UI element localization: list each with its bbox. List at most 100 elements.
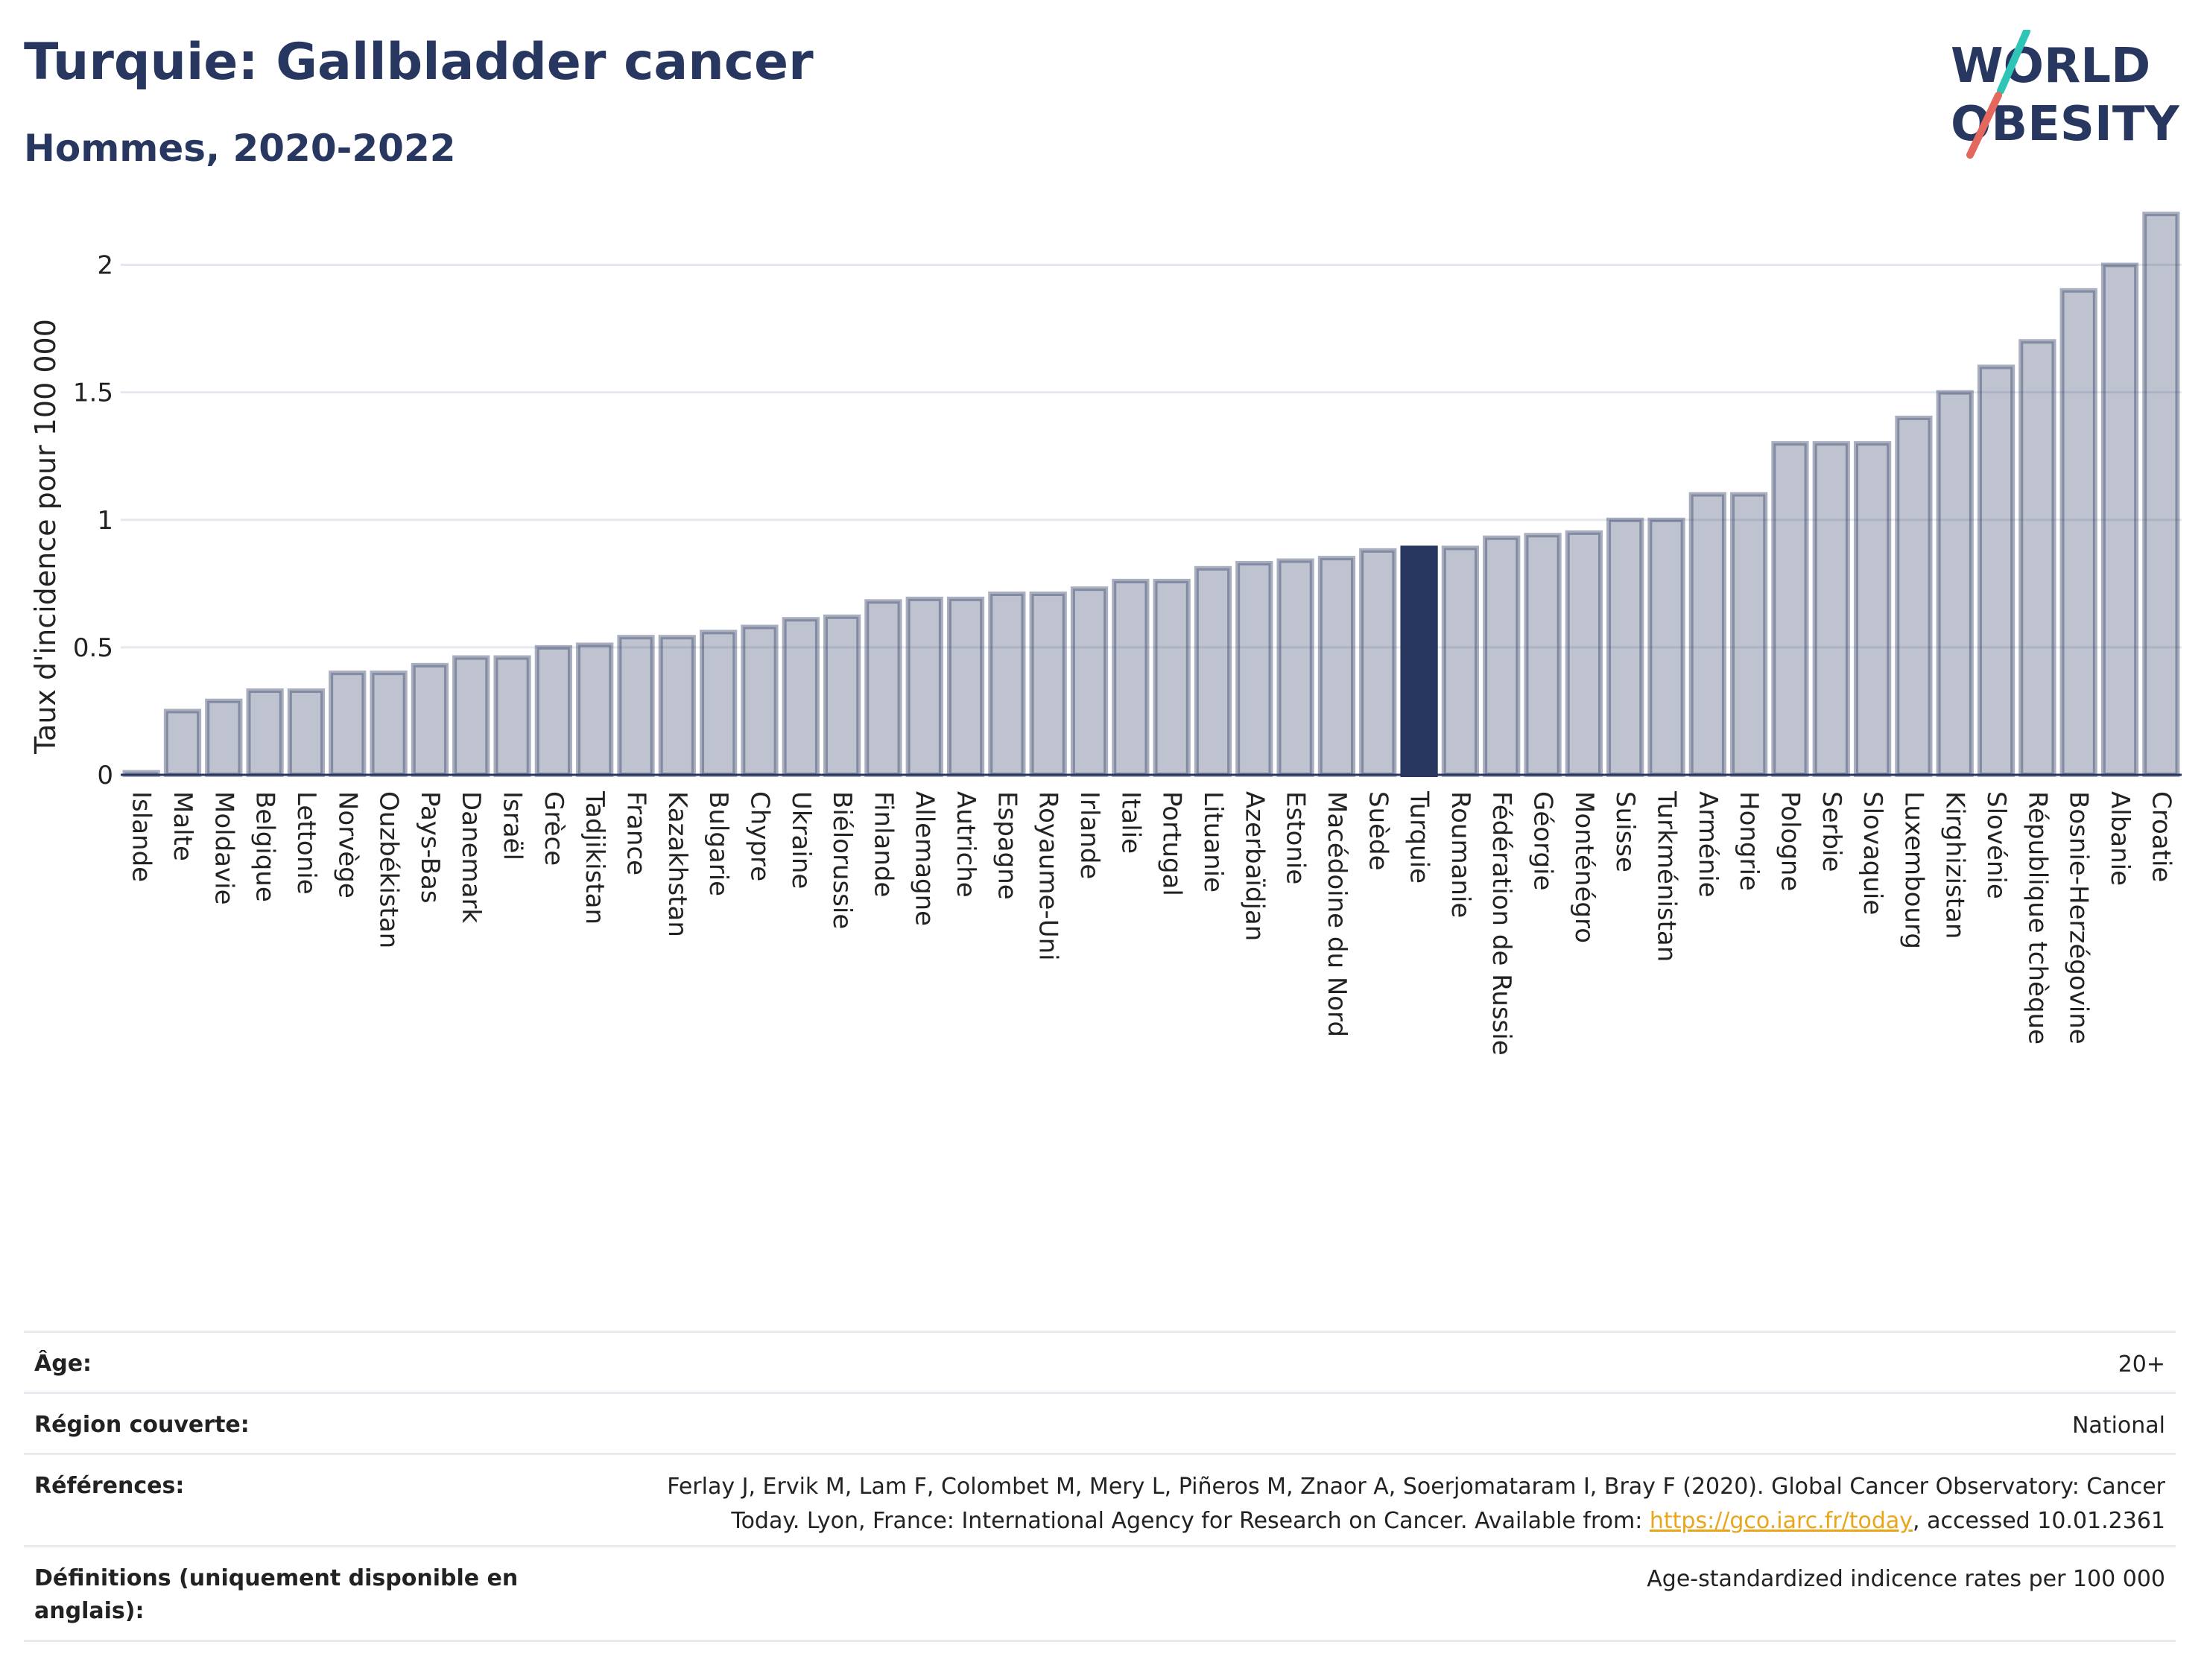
x-tick-label: Slovénie [1981, 791, 2011, 899]
region-label: Région couverte: [34, 1412, 250, 1438]
x-tick-label: Allemagne [910, 791, 940, 926]
bar-france [617, 635, 655, 778]
age-value: 20+ [2118, 1351, 2165, 1378]
bar-arm-nie [1688, 492, 1726, 777]
bar-slov-nie [1977, 364, 2015, 777]
x-tick-label: Ouzbékistan [374, 791, 404, 948]
bar-turquie [1400, 545, 1438, 778]
y-tick-label: 1.5 [73, 378, 113, 408]
bar-portugal [1153, 578, 1191, 778]
bar-allemagne [905, 596, 943, 777]
x-tick-label: Fédération de Russie [1486, 791, 1516, 1056]
bar-irlande [1070, 586, 1109, 778]
x-tick-label: Monténégro [1569, 791, 1599, 943]
x-tick-label: Moldavie [209, 791, 238, 905]
x-tick-label: France [621, 791, 651, 875]
meta-row-references: Références: Ferlay J, Ervik M, Lam F, Co… [24, 1453, 2176, 1547]
x-tick-label: Turquie [1405, 790, 1434, 884]
logo-line2: OBESITY [1951, 97, 2179, 152]
bar-bosnie-herz-govine [2059, 288, 2097, 777]
x-tick-label: Autriche [951, 791, 981, 898]
bar-islande [122, 770, 160, 777]
definitions-label: Définitions (uniquement disponible en an… [34, 1562, 518, 1628]
bar-luxembourg [1895, 415, 1933, 778]
x-tick-label: Irlande [1074, 791, 1104, 879]
bar-chypre [741, 624, 779, 777]
y-axis-label: Taux d'incidence pour 100 000 [29, 319, 62, 755]
meta-row-definitions: Définitions (uniquement disponible en an… [24, 1545, 2176, 1642]
x-tick-label: Lituanie [1198, 791, 1228, 893]
meta-row-region: Région couverte: National [24, 1392, 2176, 1455]
x-tick-label: Tadjikistan [580, 790, 609, 925]
bar-kazakhstan [658, 635, 696, 778]
bar-f-d-ration-de-russie [1483, 535, 1521, 777]
logo-slash-red [1966, 92, 2002, 159]
definitions-label-line1: Définitions (uniquement disponible en [34, 1565, 519, 1591]
bar-albanie [2100, 262, 2139, 777]
bar-espagne [988, 592, 1026, 777]
bar-kirghizistan [1936, 390, 1974, 777]
bar-lituanie [1194, 565, 1232, 777]
bar-malte [163, 709, 202, 778]
references-link[interactable]: https://gco.iarc.fr/today [1649, 1508, 1913, 1534]
x-tick-label: Finlande [868, 791, 898, 897]
bar-bi-lorussie [823, 614, 861, 777]
x-tick-label: Israël [498, 791, 528, 860]
x-tick-label: Géorgie [1528, 791, 1558, 890]
references-line2: Today. Lyon, France: International Agenc… [667, 1504, 2165, 1538]
x-tick-label: Macédoine du Nord [1322, 791, 1352, 1037]
grid-layer [121, 264, 2182, 776]
page-subtitle: Hommes, 2020-2022 [24, 127, 456, 170]
x-tick-label: Suède [1363, 791, 1393, 871]
bar-ouzb-kistan [370, 671, 408, 777]
x-tick-label: Luxembourg [1899, 791, 1928, 949]
bars-layer [122, 212, 2180, 778]
x-tick-label: Ukraine [786, 791, 816, 889]
references-line1: Ferlay J, Ervik M, Lam F, Colombet M, Me… [667, 1474, 2165, 1500]
bar-gr-ce [534, 644, 572, 778]
logo-line1: WORLD [1951, 39, 2150, 94]
x-tick-labels: Islande Malte Moldavie Belgique Lettonie Norv… [127, 790, 2176, 1056]
x-tick-label: Kazakhstan [662, 791, 692, 937]
x-tick-label: Slovaquie [1858, 791, 1887, 915]
x-tick-label: Estonie [1281, 791, 1311, 884]
x-tick-label: Norvège [332, 791, 362, 898]
x-tick-label: Bosnie-Herzégovine [2064, 791, 2094, 1045]
bar-suisse [1606, 517, 1644, 777]
x-tick-label: Suisse [1610, 791, 1640, 872]
references-line2-pre: Today. Lyon, France: International Agenc… [731, 1508, 1650, 1534]
bar-bulgarie [700, 630, 738, 777]
bar-lettonie [287, 688, 326, 777]
bar-slovaquie [1853, 441, 1892, 777]
x-tick-label: Bulgarie [703, 791, 733, 896]
bar-turkm-nistan [1647, 517, 1685, 777]
x-tick-label: Malte [168, 791, 197, 861]
x-tick-label: Royaume-Uni [1033, 791, 1063, 961]
region-value: National [2071, 1413, 2165, 1439]
bar-norv-ge [329, 671, 367, 777]
x-tick-label: Turkménistan [1652, 790, 1682, 962]
bar-estonie [1276, 558, 1314, 777]
x-tick-label: Albanie [2105, 791, 2135, 886]
bar-tadjikistan [576, 642, 614, 778]
bar-mont-n-gro [1565, 530, 1603, 778]
bar-isra-l [493, 655, 531, 777]
x-tick-label: Grèce [539, 791, 569, 866]
bar-r-publique-tch-que [2018, 339, 2056, 777]
bar-su-de [1359, 548, 1397, 777]
bar-moldavie [205, 698, 243, 777]
x-tick-label: Espagne [992, 791, 1022, 900]
bar-croatie [2142, 212, 2180, 778]
x-tick-label: Biélorussie [827, 791, 857, 929]
references-line2-post: , accessed 10.01.2361 [1913, 1508, 2165, 1534]
x-tick-label: Kirghizistan [1940, 791, 1970, 939]
x-tick-label: Portugal [1157, 791, 1187, 896]
age-label: Âge: [34, 1351, 92, 1377]
references-value: Ferlay J, Ervik M, Lam F, Colombet M, Me… [667, 1470, 2165, 1538]
meta-row-age: Âge: 20+ [24, 1331, 2176, 1394]
page-title: Turquie: Gallbladder cancer [24, 33, 814, 92]
bar-royaume-uni [1029, 592, 1067, 777]
bar-autriche [946, 596, 985, 777]
definitions-label-line2: anglais): [34, 1598, 145, 1624]
bar-roumanie [1441, 545, 1480, 778]
